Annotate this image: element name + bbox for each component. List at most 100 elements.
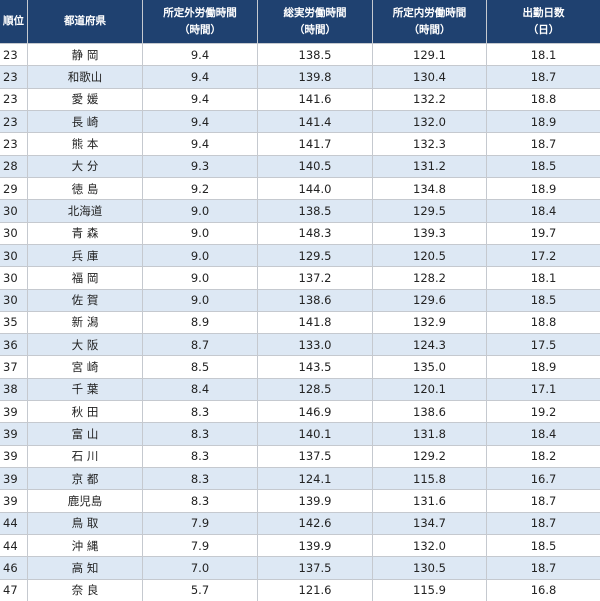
prefecture-cell: 長 崎 (28, 110, 142, 133)
value-cell: 132.0 (373, 535, 486, 557)
header-cell: 総実労働時間 （時間） (258, 0, 372, 43)
value-cell: 8.7 (143, 334, 257, 356)
rank-cell: 39 (0, 423, 27, 445)
value-cell: 9.3 (143, 155, 257, 177)
prefecture-cell: 北海道 (28, 200, 142, 222)
value-cell: 18.4 (487, 423, 600, 445)
value-cell: 9.2 (143, 177, 257, 200)
value-cell: 132.0 (373, 110, 486, 133)
rank-cell: 30 (0, 222, 27, 244)
value-cell: 9.4 (143, 88, 257, 110)
rank-cell: 44 (0, 535, 27, 557)
prefecture-cell: 鹿児島 (28, 490, 142, 512)
rank-cell: 30 (0, 289, 27, 311)
value-cell: 138.6 (258, 289, 372, 311)
value-cell: 131.6 (373, 490, 486, 512)
prefecture-cell: 大 分 (28, 155, 142, 177)
value-cell: 18.5 (487, 155, 600, 177)
header-text: 順位 (3, 15, 24, 27)
header-text: 所定外労働時間 (163, 6, 237, 19)
value-cell: 134.8 (373, 177, 486, 200)
value-cell: 18.9 (487, 177, 600, 200)
value-cell: 120.1 (373, 378, 486, 401)
rank-cell: 30 (0, 200, 27, 222)
value-cell: 18.7 (487, 512, 600, 535)
value-cell: 141.7 (258, 133, 372, 155)
value-cell: 9.4 (143, 66, 257, 88)
value-cell: 9.4 (143, 110, 257, 133)
prefecture-cell: 宮 崎 (28, 356, 142, 378)
value-cell: 8.3 (143, 401, 257, 423)
header-text: （時間） (179, 23, 221, 36)
rank-cell: 28 (0, 155, 27, 177)
value-cell: 18.8 (487, 311, 600, 334)
value-cell: 132.9 (373, 311, 486, 334)
header-cell: 出勤日数 （日） (487, 0, 600, 43)
value-cell: 128.2 (373, 267, 486, 289)
rank-cell: 47 (0, 579, 27, 601)
prefecture-cell: 新 潟 (28, 311, 142, 334)
rank-cell: 30 (0, 244, 27, 267)
value-cell: 139.8 (258, 66, 372, 88)
rank-cell: 35 (0, 311, 27, 334)
header-text: （時間） (408, 23, 451, 36)
value-cell: 139.3 (373, 222, 486, 244)
value-cell: 9.4 (143, 44, 257, 66)
value-cell: 8.3 (143, 468, 257, 490)
value-cell: 132.3 (373, 133, 486, 155)
value-cell: 18.4 (487, 200, 600, 222)
header-cell: 所定外労働時間 （時間） (143, 0, 257, 43)
value-cell: 17.1 (487, 378, 600, 401)
prefecture-cell: 秋 田 (28, 401, 142, 423)
rank-cell: 23 (0, 44, 27, 66)
value-cell: 8.3 (143, 490, 257, 512)
header-text: （時間） (294, 23, 336, 36)
header-cell: 所定内労働時間 （時間） (373, 0, 486, 43)
value-cell: 129.5 (373, 200, 486, 222)
value-cell: 148.3 (258, 222, 372, 244)
rank-cell: 44 (0, 512, 27, 535)
value-cell: 18.1 (487, 44, 600, 66)
value-cell: 9.0 (143, 244, 257, 267)
value-cell: 19.2 (487, 401, 600, 423)
value-cell: 146.9 (258, 401, 372, 423)
value-cell: 8.5 (143, 356, 257, 378)
rank-cell: 30 (0, 267, 27, 289)
value-cell: 18.2 (487, 445, 600, 468)
value-cell: 131.2 (373, 155, 486, 177)
value-cell: 18.9 (487, 356, 600, 378)
value-cell: 121.6 (258, 579, 372, 601)
rank-cell: 37 (0, 356, 27, 378)
value-cell: 140.5 (258, 155, 372, 177)
rank-cell: 46 (0, 557, 27, 579)
rank-cell: 23 (0, 88, 27, 110)
value-cell: 133.0 (258, 334, 372, 356)
value-cell: 129.1 (373, 44, 486, 66)
header-text: 総実労働時間 (283, 6, 347, 19)
value-cell: 9.0 (143, 267, 257, 289)
value-cell: 124.1 (258, 468, 372, 490)
prefecture-cell: 沖 縄 (28, 535, 142, 557)
prefecture-cell: 高 知 (28, 557, 142, 579)
prefecture-cell: 富 山 (28, 423, 142, 445)
value-cell: 141.4 (258, 110, 372, 133)
value-cell: 18.7 (487, 133, 600, 155)
rank-cell: 39 (0, 401, 27, 423)
value-cell: 18.1 (487, 267, 600, 289)
value-cell: 8.4 (143, 378, 257, 401)
value-cell: 16.8 (487, 579, 600, 601)
value-cell: 9.0 (143, 200, 257, 222)
value-cell: 5.7 (143, 579, 257, 601)
value-cell: 18.9 (487, 110, 600, 133)
value-cell: 8.3 (143, 423, 257, 445)
value-cell: 129.2 (373, 445, 486, 468)
prefecture-cell: 千 葉 (28, 378, 142, 401)
value-cell: 139.9 (258, 535, 372, 557)
value-cell: 7.9 (143, 535, 257, 557)
value-cell: 132.2 (373, 88, 486, 110)
rank-cell: 39 (0, 445, 27, 468)
value-cell: 140.1 (258, 423, 372, 445)
value-cell: 8.3 (143, 445, 257, 468)
prefecture-cell: 愛 媛 (28, 88, 142, 110)
value-cell: 141.6 (258, 88, 372, 110)
